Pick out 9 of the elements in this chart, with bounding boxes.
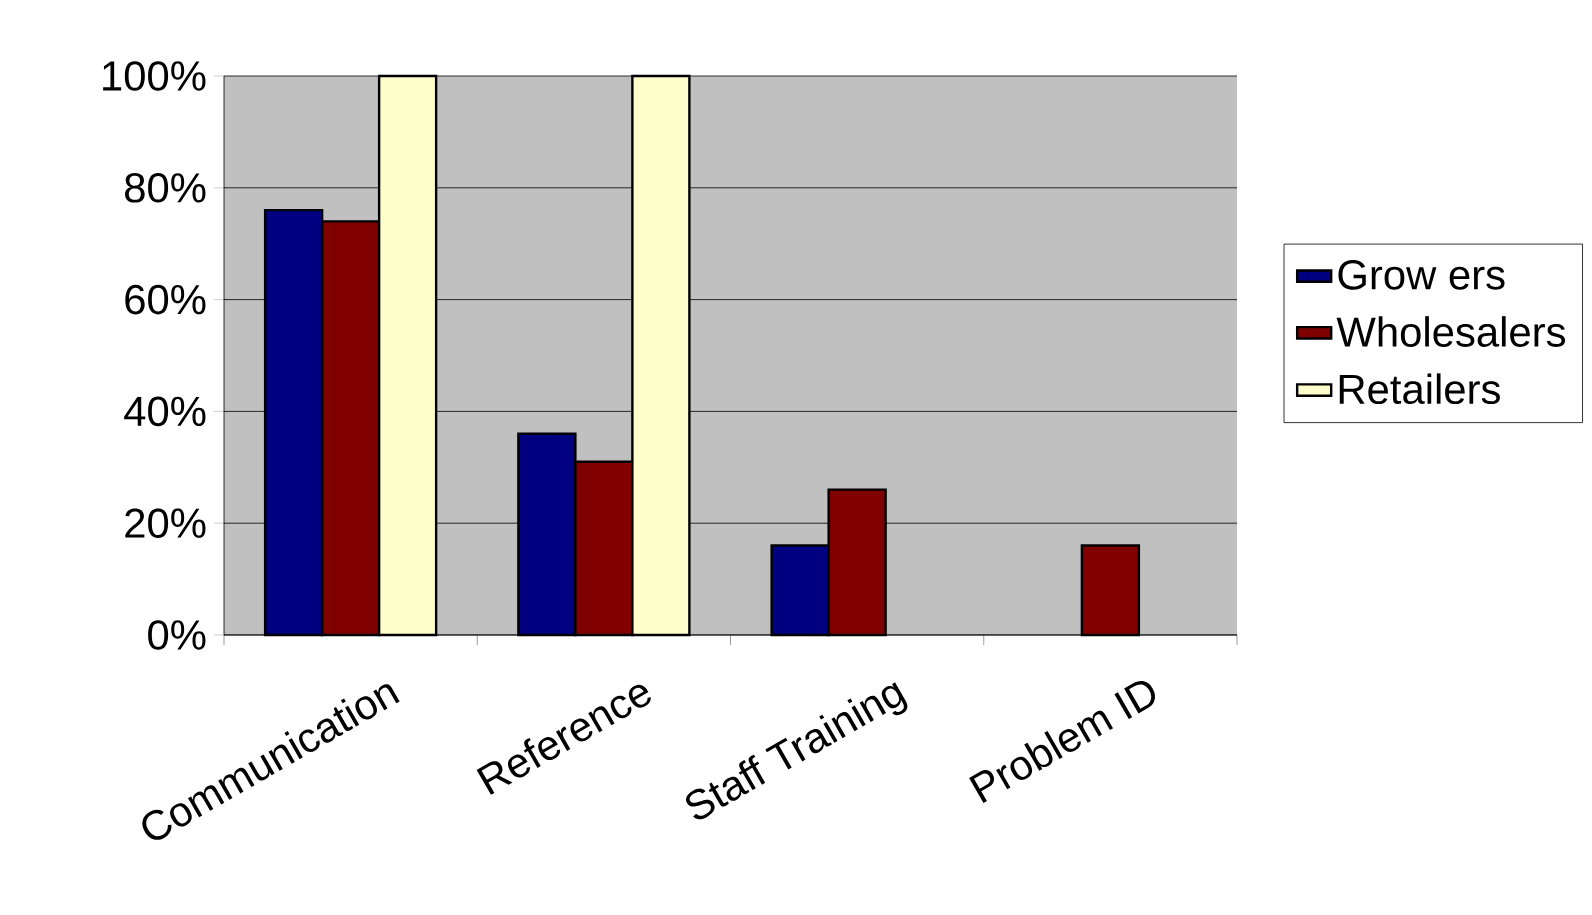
legend-label: Retailers — [1339, 373, 1500, 405]
legend-label: Wholesalers — [1336, 316, 1566, 347]
legend-label: Grow ers — [1338, 260, 1505, 290]
y-tick-label: 20% — [125, 508, 206, 539]
y-tick-label: 60% — [125, 284, 206, 315]
y-tick-label: 0% — [148, 620, 206, 650]
y-tick-label: 80% — [125, 172, 206, 203]
y-tick-label: 40% — [124, 396, 206, 427]
y-tick-label: 100% — [103, 61, 206, 91]
